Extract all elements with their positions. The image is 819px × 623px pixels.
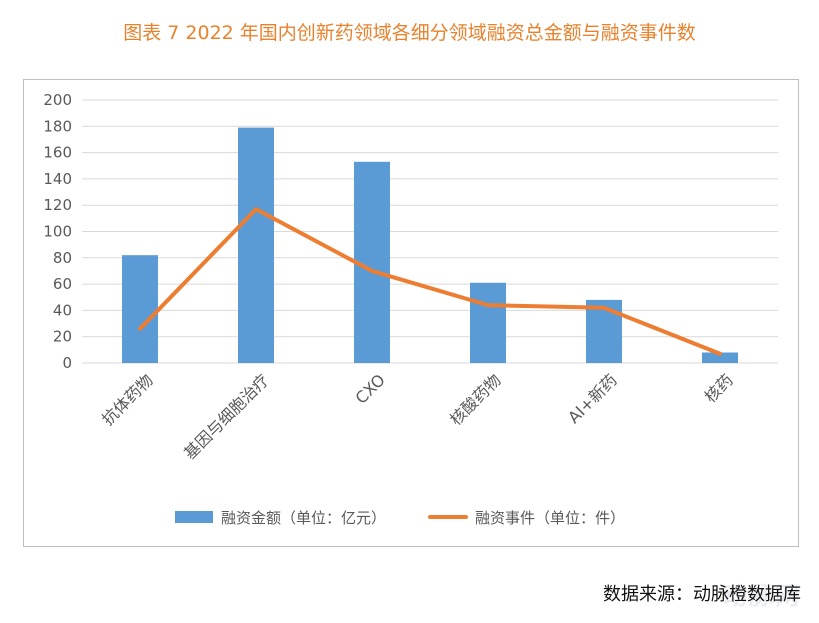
legend-swatch-bar <box>175 511 213 523</box>
x-tick-label: AI+新药 <box>564 370 621 427</box>
legend-label-events: 融资事件（单位：件） <box>475 509 625 527</box>
line-series <box>138 207 722 356</box>
y-tick-label: 80 <box>53 249 72 267</box>
y-tick-label: 40 <box>53 301 72 319</box>
bar <box>122 255 158 363</box>
legend: 融资金额（单位：亿元） 融资事件（单位：件） <box>175 509 625 527</box>
chart-title: 图表 7 2022 年国内创新药领域各细分领域融资总金额与融资事件数 <box>123 22 696 44</box>
x-tick-label: CXO <box>352 370 389 407</box>
y-tick-label: 120 <box>43 196 72 214</box>
data-source: 数据来源：动脉橙数据库 <box>603 584 801 605</box>
y-tick-label: 200 <box>43 91 72 109</box>
x-tick-label: 核药 <box>701 370 737 406</box>
watermark-logo: 动脉网 <box>723 582 801 610</box>
x-tick-label: 基因与细胞治疗 <box>180 370 273 463</box>
y-tick-label: 160 <box>43 144 72 162</box>
y-tick-label: 0 <box>62 354 72 372</box>
y-tick-label: 140 <box>43 170 72 188</box>
y-tick-label: 20 <box>53 328 72 346</box>
y-tick-label: 100 <box>43 223 72 241</box>
y-tick-label: 180 <box>43 117 72 135</box>
x-tick-label: 核酸药物 <box>446 370 505 429</box>
y-tick-labels: 0 20 40 60 80 100 120 140 160 180 200 <box>43 91 72 372</box>
bar <box>238 127 274 364</box>
x-tick-labels: 抗体药物 基因与细胞治疗 CXO 核酸药物 AI+新药 核药 <box>98 370 737 463</box>
x-tick-label: 抗体药物 <box>98 370 157 429</box>
legend-label-amount: 融资金额（单位：亿元） <box>221 509 386 527</box>
bar <box>702 352 738 363</box>
bar <box>470 282 506 363</box>
bar-series <box>122 127 738 364</box>
line-path <box>138 207 722 356</box>
chart-frame <box>23 79 799 547</box>
y-tick-label: 60 <box>53 275 72 293</box>
grid-layer <box>82 99 778 364</box>
